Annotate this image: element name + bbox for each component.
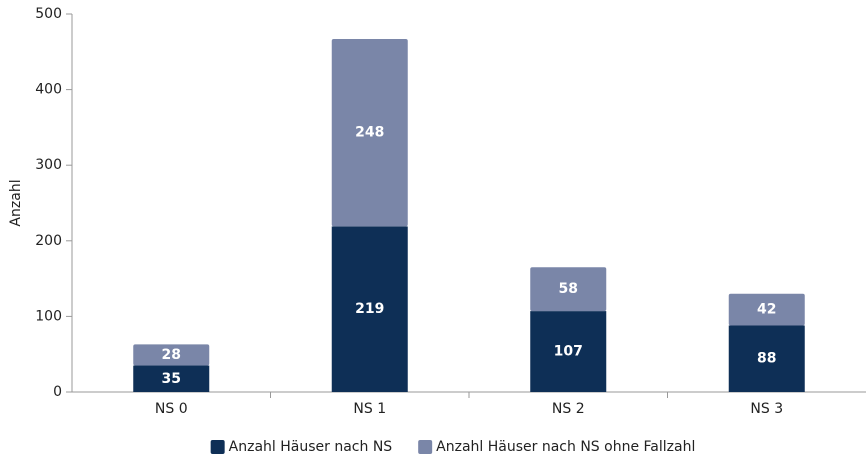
- data-label: 88: [757, 351, 776, 367]
- bar-segment: [331, 226, 408, 392]
- legend-swatch: [418, 440, 433, 454]
- bar-segment: [728, 293, 805, 326]
- data-label: 248: [355, 125, 384, 141]
- legend-swatch: [210, 440, 225, 454]
- y-tick-label: 200: [35, 233, 62, 249]
- data-label: 219: [355, 301, 384, 317]
- y-tick-label: 400: [35, 82, 62, 98]
- data-label: 28: [162, 347, 181, 363]
- bar-segment: [530, 267, 607, 312]
- data-label: 107: [554, 344, 583, 360]
- bar-segment: [530, 311, 607, 392]
- legend-label: Anzahl Häuser nach NS: [229, 439, 393, 455]
- legend-label: Anzahl Häuser nach NS ohne Fallzahl: [436, 439, 695, 455]
- bar-segment: [133, 365, 210, 392]
- x-tick-label: NS 3: [750, 401, 783, 417]
- y-tick-label: 100: [35, 308, 62, 324]
- y-tick-label: 300: [35, 157, 62, 173]
- data-label: 58: [559, 281, 578, 297]
- x-tick-label: NS 2: [552, 401, 585, 417]
- data-label: 42: [757, 302, 776, 318]
- data-label: 35: [162, 371, 181, 387]
- x-tick-label: NS 1: [353, 401, 386, 417]
- x-tick-label: NS 0: [155, 401, 188, 417]
- bar-segment: [331, 38, 408, 227]
- y-axis-label: Anzahl: [8, 179, 24, 226]
- bar-segment: [133, 344, 210, 366]
- y-tick-label: 0: [53, 384, 62, 400]
- y-tick-label: 500: [35, 6, 62, 22]
- bar-segment: [728, 325, 805, 392]
